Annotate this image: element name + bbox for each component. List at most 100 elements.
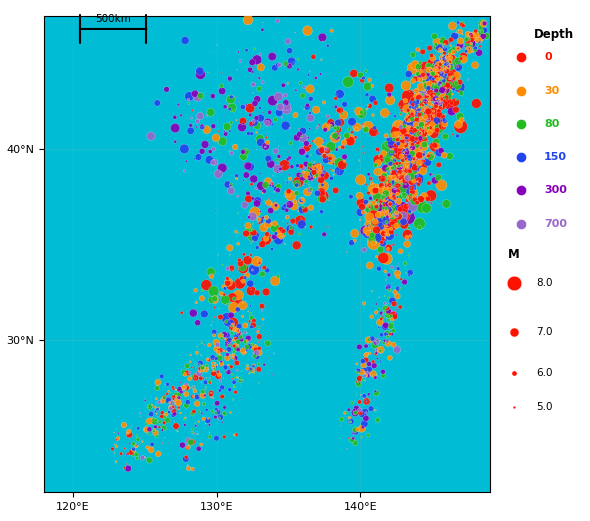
Point	[455, 78, 465, 86]
Point	[432, 117, 441, 125]
Point	[441, 71, 450, 80]
Point	[298, 92, 307, 100]
Point	[238, 117, 248, 125]
Point	[405, 103, 415, 111]
Point	[297, 103, 306, 111]
Point	[372, 196, 382, 204]
Point	[261, 202, 271, 210]
Point	[394, 122, 404, 131]
Point	[265, 108, 274, 117]
Point	[365, 359, 374, 368]
Point	[457, 45, 467, 53]
Point	[235, 374, 244, 382]
Point	[422, 113, 432, 121]
Point	[313, 186, 323, 194]
Point	[112, 457, 121, 466]
Point	[441, 111, 450, 119]
Point	[402, 157, 412, 166]
Point	[404, 177, 414, 185]
Point	[402, 240, 412, 248]
Point	[516, 220, 526, 228]
Point	[437, 81, 446, 89]
Point	[361, 356, 371, 364]
Point	[389, 192, 399, 201]
Point	[132, 450, 142, 458]
Point	[259, 224, 268, 232]
Point	[335, 167, 344, 175]
Point	[389, 191, 399, 200]
Point	[140, 396, 150, 405]
Point	[407, 182, 416, 191]
Point	[227, 322, 236, 330]
Point	[394, 131, 403, 140]
Point	[208, 400, 218, 408]
Point	[217, 383, 227, 392]
Point	[373, 156, 383, 164]
Point	[252, 114, 261, 122]
Point	[116, 450, 126, 458]
Point	[215, 371, 224, 379]
Text: 30: 30	[544, 85, 559, 95]
Point	[170, 410, 179, 418]
Point	[239, 350, 248, 358]
Point	[405, 88, 414, 96]
Point	[227, 281, 236, 290]
Point	[417, 101, 426, 109]
Point	[395, 103, 405, 111]
Point	[359, 122, 369, 130]
Point	[335, 132, 344, 140]
Point	[228, 320, 238, 329]
Point	[180, 415, 189, 423]
Point	[440, 120, 449, 128]
Point	[350, 408, 360, 417]
Point	[415, 123, 424, 132]
Point	[403, 159, 412, 168]
Point	[358, 120, 368, 128]
Point	[234, 345, 243, 354]
Point	[428, 170, 437, 179]
Point	[192, 123, 201, 131]
Point	[415, 105, 425, 113]
Point	[394, 213, 404, 221]
Point	[320, 230, 329, 239]
Point	[385, 160, 395, 168]
Point	[216, 377, 225, 385]
Point	[418, 59, 427, 68]
Point	[385, 330, 395, 338]
Point	[377, 331, 386, 339]
Point	[384, 339, 393, 348]
Point	[211, 206, 220, 215]
Point	[247, 366, 257, 375]
Point	[436, 46, 445, 55]
Point	[401, 148, 411, 156]
Point	[251, 231, 260, 240]
Point	[219, 347, 229, 355]
Point	[425, 70, 434, 78]
Point	[227, 375, 237, 383]
Point	[404, 106, 413, 115]
Point	[391, 172, 401, 180]
Point	[270, 202, 280, 210]
Point	[449, 74, 458, 82]
Point	[467, 28, 477, 36]
Point	[223, 279, 232, 288]
Point	[285, 46, 294, 55]
Point	[206, 390, 215, 399]
Point	[355, 156, 364, 165]
Point	[247, 180, 256, 189]
Point	[148, 440, 157, 449]
Point	[400, 153, 409, 161]
Point	[263, 220, 273, 228]
Point	[286, 228, 296, 236]
Point	[357, 433, 366, 441]
Point	[267, 180, 277, 188]
Point	[371, 406, 380, 414]
Point	[374, 265, 384, 273]
Point	[188, 392, 197, 401]
Point	[441, 63, 450, 71]
Point	[386, 302, 396, 310]
Point	[171, 422, 181, 430]
Point	[374, 193, 384, 201]
Point	[392, 183, 401, 191]
Point	[355, 216, 365, 224]
